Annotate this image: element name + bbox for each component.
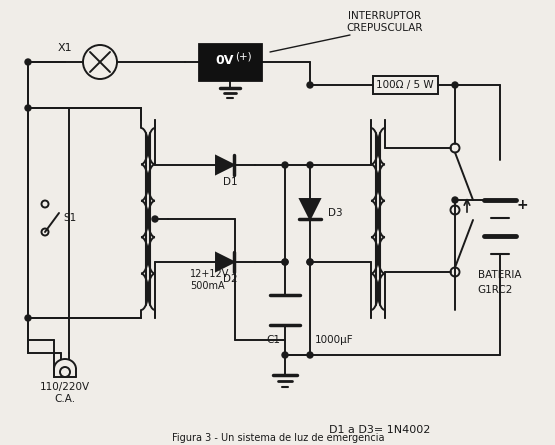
Circle shape bbox=[452, 82, 458, 88]
Circle shape bbox=[307, 162, 313, 168]
Polygon shape bbox=[300, 199, 320, 219]
Text: S1: S1 bbox=[63, 213, 76, 223]
Text: D1 a D3= 1N4002: D1 a D3= 1N4002 bbox=[329, 425, 431, 435]
Text: Figura 3 - Un sistema de luz de emergencia: Figura 3 - Un sistema de luz de emergenc… bbox=[171, 433, 384, 443]
Bar bbox=[199, 44, 261, 80]
Circle shape bbox=[25, 315, 31, 321]
Circle shape bbox=[152, 216, 158, 222]
Circle shape bbox=[282, 162, 288, 168]
Text: X1: X1 bbox=[58, 43, 72, 53]
Circle shape bbox=[282, 352, 288, 358]
Text: G1RC2: G1RC2 bbox=[477, 285, 512, 295]
Text: 1000μF: 1000μF bbox=[315, 335, 354, 345]
Text: D2: D2 bbox=[223, 274, 238, 284]
Text: 0V: 0V bbox=[216, 53, 234, 66]
Circle shape bbox=[452, 197, 458, 203]
Text: INTERRUPTOR
CREPUSCULAR: INTERRUPTOR CREPUSCULAR bbox=[347, 11, 423, 33]
Text: +: + bbox=[516, 198, 528, 212]
Circle shape bbox=[307, 259, 313, 265]
Bar bbox=[372, 76, 437, 94]
Circle shape bbox=[307, 82, 313, 88]
Text: (+): (+) bbox=[235, 51, 251, 61]
Circle shape bbox=[282, 259, 288, 265]
Text: 100Ω / 5 W: 100Ω / 5 W bbox=[376, 80, 434, 90]
Circle shape bbox=[282, 259, 288, 265]
Text: D1: D1 bbox=[223, 177, 238, 187]
Text: C1: C1 bbox=[266, 335, 280, 345]
Text: 110/220V
C.A.: 110/220V C.A. bbox=[40, 382, 90, 404]
Text: BATERIA: BATERIA bbox=[478, 270, 522, 280]
Polygon shape bbox=[216, 253, 234, 271]
Circle shape bbox=[25, 105, 31, 111]
Text: D3: D3 bbox=[328, 208, 342, 218]
Circle shape bbox=[25, 59, 31, 65]
Circle shape bbox=[307, 352, 313, 358]
Polygon shape bbox=[216, 156, 234, 174]
Text: 12+12V
500mA: 12+12V 500mA bbox=[190, 269, 229, 291]
Circle shape bbox=[307, 259, 313, 265]
